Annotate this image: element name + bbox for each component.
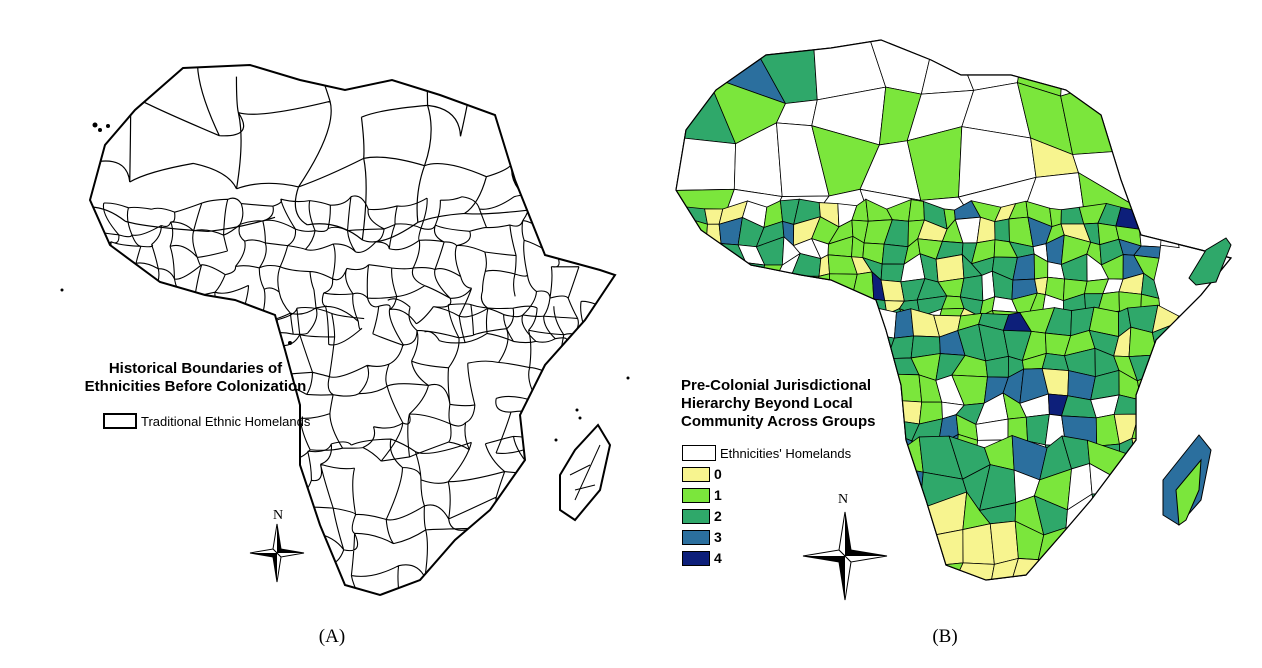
legend-b-label-4: 3 (714, 529, 722, 545)
madagascar-shape (559, 423, 612, 522)
legend-b-title-line3: Community Across Groups (681, 413, 876, 430)
panel-b-map: Pre-Colonial Jurisdictional Hierarchy Be… (631, 0, 1262, 668)
legend-b-swatch-5 (682, 550, 710, 566)
north-label-a: N (273, 508, 284, 523)
legend-b-label-3: 2 (714, 508, 722, 524)
legend-b-title-line1: Pre-Colonial Jurisdictional (681, 377, 872, 394)
caption-b: (B) (932, 626, 958, 647)
legend-a-item: Traditional Ethnic Homelands (103, 413, 310, 429)
legend-b-item-1: 0 (682, 466, 722, 482)
legend-b-label-2: 1 (714, 487, 722, 503)
legend-b-item-2: 1 (682, 487, 722, 503)
legend-b-item-3: 2 (682, 508, 722, 524)
legend-b-title: Pre-Colonial Jurisdictional Hierarchy Be… (681, 377, 875, 431)
legend-b-label-5: 4 (714, 550, 722, 566)
africa-ethnic-boundaries-map (60, 64, 630, 596)
legend-b-item-5: 4 (682, 550, 722, 566)
legend-b-swatch-2 (682, 487, 710, 503)
legend-b-swatch-4 (682, 529, 710, 545)
caption-a: (A) (318, 626, 346, 647)
legend-b-swatch-1 (682, 466, 710, 482)
compass-rose-icon (249, 523, 305, 583)
panel-a-map: Historical Boundaries of Ethnicities Bef… (60, 64, 630, 647)
legend-a-swatch (103, 413, 137, 429)
legend-b-item-4: 3 (682, 529, 722, 545)
legend-a-title-line1: Historical Boundaries of (108, 360, 283, 377)
legend-b-item-0: Ethnicities' Homelands (682, 445, 851, 461)
legend-a-label: Traditional Ethnic Homelands (141, 413, 311, 429)
island-shape-b (1188, 237, 1232, 286)
legend-b-title-line2: Hierarchy Beyond Local (681, 395, 853, 412)
legend-b-swatch-3 (682, 508, 710, 524)
legend-a-title: Historical Boundaries of Ethnicities Bef… (68, 360, 323, 396)
islands (60, 122, 630, 442)
legend-b-label-1: 0 (714, 466, 722, 482)
ethnic-homeland-regions (676, 40, 1231, 580)
north-label-b: N (838, 492, 849, 507)
legend-b-swatch-0 (682, 445, 716, 461)
compass-rose-icon (802, 511, 888, 601)
legend-a-title-line2: Ethnicities Before Colonization (84, 378, 307, 395)
legend-b-label-0: Ethnicities' Homelands (720, 445, 852, 461)
africa-jurisdictional-hierarchy-map (675, 39, 1232, 581)
